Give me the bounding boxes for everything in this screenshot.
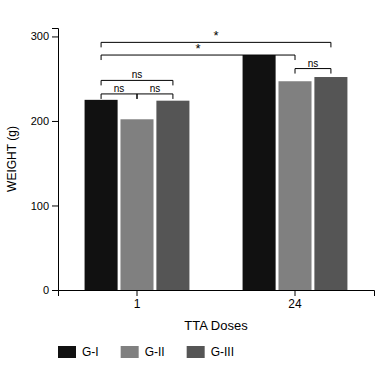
plot: 1240100200300TTA DosesWEIGHT (g)nsnsnsns…: [5, 28, 375, 333]
y-axis: 0 100 200 300: [31, 29, 59, 297]
tick-mark: [295, 290, 296, 296]
legend-label: G-I: [82, 345, 99, 359]
bracket: ns: [101, 69, 173, 85]
tick-label: 300: [31, 30, 49, 42]
tick: 0: [43, 284, 58, 296]
legend-label: G-II: [145, 345, 165, 359]
tick: 1: [134, 290, 141, 311]
annotation-text: ns: [308, 58, 319, 69]
tick: 200: [31, 115, 58, 127]
bracket: *: [101, 41, 295, 60]
series: [85, 55, 276, 290]
tick-mark: [52, 290, 58, 291]
tick-mark: [52, 121, 58, 122]
x-axis-title: TTA Doses: [184, 318, 248, 333]
bracket: ns: [295, 58, 331, 74]
tick-label: 1: [134, 297, 141, 311]
bracket: ns: [137, 83, 173, 99]
annotation-text: *: [196, 41, 201, 56]
tick-label: 200: [31, 115, 49, 127]
tick-label: 100: [31, 200, 49, 212]
annotation-text: ns: [114, 83, 125, 94]
annotation-text: *: [213, 28, 218, 43]
legend: G-I G-II G-III: [58, 345, 234, 359]
legend-item: G-I: [58, 345, 99, 359]
series: [156, 77, 347, 290]
axis-line: [52, 29, 59, 291]
legend-swatch: [58, 346, 76, 358]
y-axis-title: WEIGHT (g): [5, 126, 19, 192]
legend-item: G-II: [121, 345, 165, 359]
tick-label: 24: [288, 297, 302, 311]
bar: [156, 101, 189, 290]
bracket: ns: [101, 83, 137, 99]
bracket-line: [101, 94, 137, 99]
tick-mark: [137, 290, 138, 296]
bar: [85, 100, 118, 290]
legend-item: G-III: [187, 345, 234, 359]
tick: 100: [31, 200, 58, 212]
chart: 1240100200300TTA DosesWEIGHT (g)nsnsnsns…: [0, 0, 389, 374]
bar: [120, 119, 153, 290]
bracket-line: [137, 94, 173, 99]
tick: 24: [288, 290, 302, 311]
annotation-text: ns: [132, 69, 143, 80]
x-axis: 1 24: [59, 290, 375, 311]
bracket-line: [295, 69, 331, 74]
series: [120, 81, 311, 290]
axis-line: [59, 291, 375, 297]
bracket-line: [101, 80, 173, 85]
bar: [278, 81, 311, 290]
bars: [85, 55, 348, 290]
tick-mark: [52, 205, 58, 206]
annotation-text: ns: [150, 83, 161, 94]
tick-label: 0: [43, 284, 49, 296]
bar: [243, 55, 276, 290]
tick-mark: [52, 36, 58, 37]
annotations: nsnsnsns**: [101, 28, 331, 99]
legend-swatch: [121, 346, 139, 358]
bar: [314, 77, 347, 290]
bracket: *: [101, 28, 331, 47]
legend-label: G-III: [211, 345, 234, 359]
tick: 300: [31, 30, 58, 42]
legend-swatch: [187, 346, 205, 358]
